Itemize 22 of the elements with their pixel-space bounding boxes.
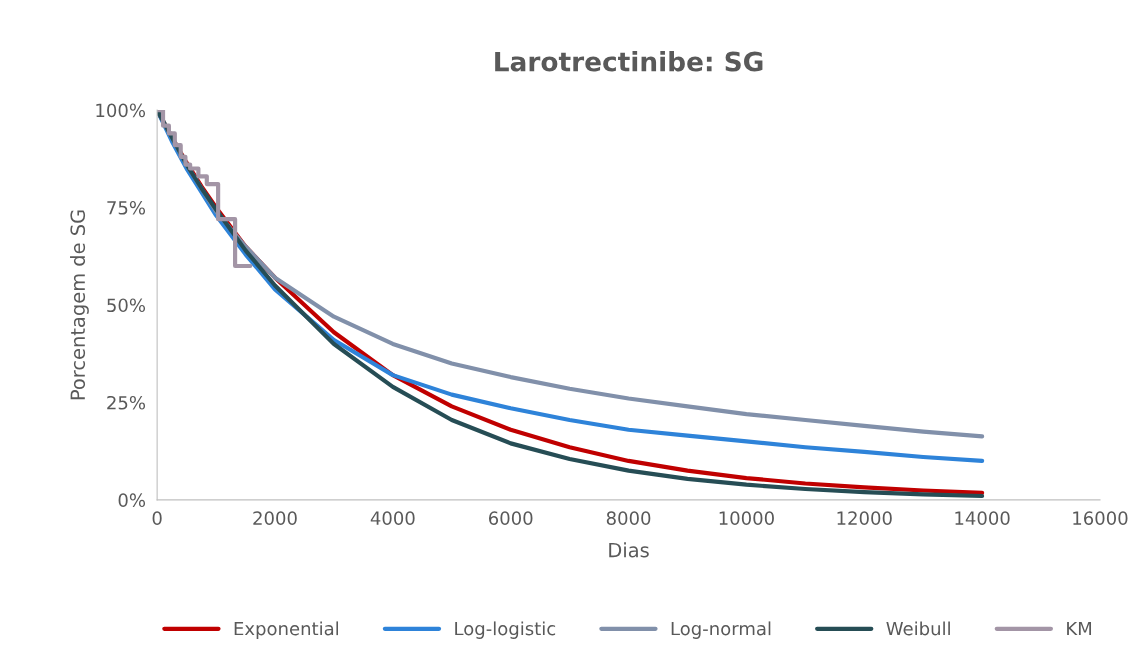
legend-label: Log-logistic (455, 621, 556, 639)
legend-label: Log-normal (671, 621, 771, 639)
x-tick-label: 2000 (253, 511, 297, 525)
x-axis-title: Dias (609, 542, 649, 558)
x-tick-label: 4000 (370, 511, 415, 525)
y-tick-label: 50% (107, 298, 146, 313)
legend-label: Weibull (886, 621, 950, 636)
x-tick-label: 8000 (606, 511, 651, 525)
x-tick-label: 12000 (837, 511, 892, 525)
chart-title: Larotrectinibe: SG (495, 51, 763, 72)
x-tick-label: 0 (152, 511, 162, 525)
x-tick-label: 14000 (955, 511, 1010, 525)
x-tick-label: 16000 (1073, 511, 1128, 525)
y-tick-label: 100% (96, 103, 146, 118)
y-tick-label: 75% (107, 200, 146, 215)
x-tick-label: 6000 (488, 511, 533, 525)
y-axis-title: Porcentagem de SG (70, 210, 89, 400)
x-tick-label: 10000 (719, 511, 774, 525)
legend-label: KM (1067, 621, 1092, 636)
legend-label: Exponential (234, 621, 339, 639)
y-tick-label: 25% (107, 395, 146, 410)
y-tick-label: 0% (118, 493, 146, 508)
